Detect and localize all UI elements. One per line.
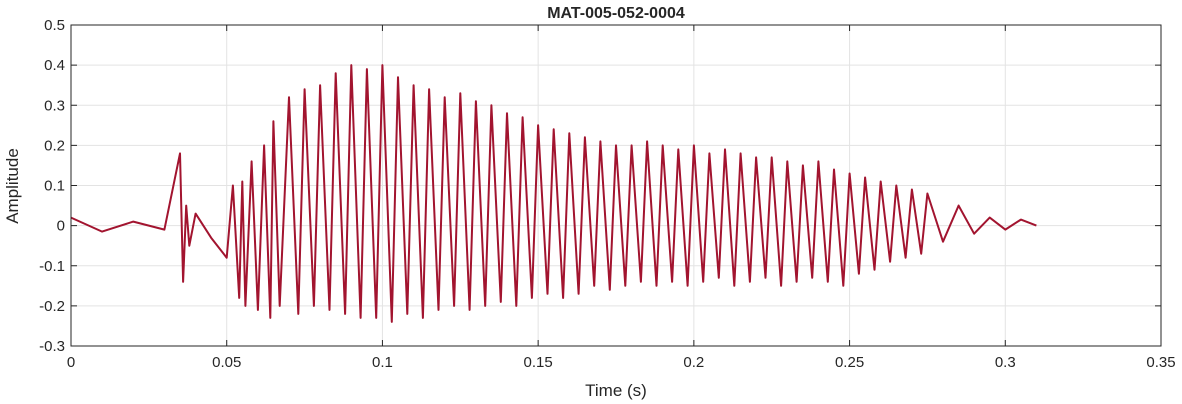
x-tick-labels: 0 0.05 0.1 0.15 0.2 0.25 0.3 0.35	[67, 354, 1176, 371]
series-line	[70, 64, 1037, 323]
y-tick-labels: -0.3 -0.2 -0.1 0 0.1 0.2 0.3 0.4 0.5	[39, 17, 65, 355]
x-tick-label: 0.3	[995, 354, 1016, 371]
x-tick-label: 0	[67, 354, 75, 371]
y-tick-label: 0	[57, 218, 65, 235]
x-tick-label: 0.25	[835, 354, 864, 371]
y-tick-label: 0.2	[44, 137, 65, 154]
x-tick-label: 0.2	[683, 354, 704, 371]
x-tick-label: 0.35	[1146, 354, 1175, 371]
tick-marks	[70, 24, 1162, 347]
y-tick-label: -0.1	[39, 258, 65, 275]
series-layer	[70, 64, 1037, 323]
y-tick-label: 0.5	[44, 17, 65, 34]
x-axis-label: Time (s)	[585, 381, 647, 400]
y-tick-label: 0.1	[44, 178, 65, 195]
x-tick-label: 0.05	[212, 354, 241, 371]
chart-title: MAT-005-052-0004	[547, 5, 685, 22]
y-tick-label: -0.2	[39, 298, 65, 315]
x-tick-label: 0.15	[524, 354, 553, 371]
y-tick-label: -0.3	[39, 338, 65, 355]
y-axis-label: Amplitude	[3, 148, 22, 224]
y-tick-label: 0.4	[44, 57, 65, 74]
x-tick-label: 0.1	[372, 354, 393, 371]
y-tick-label: 0.3	[44, 97, 65, 114]
